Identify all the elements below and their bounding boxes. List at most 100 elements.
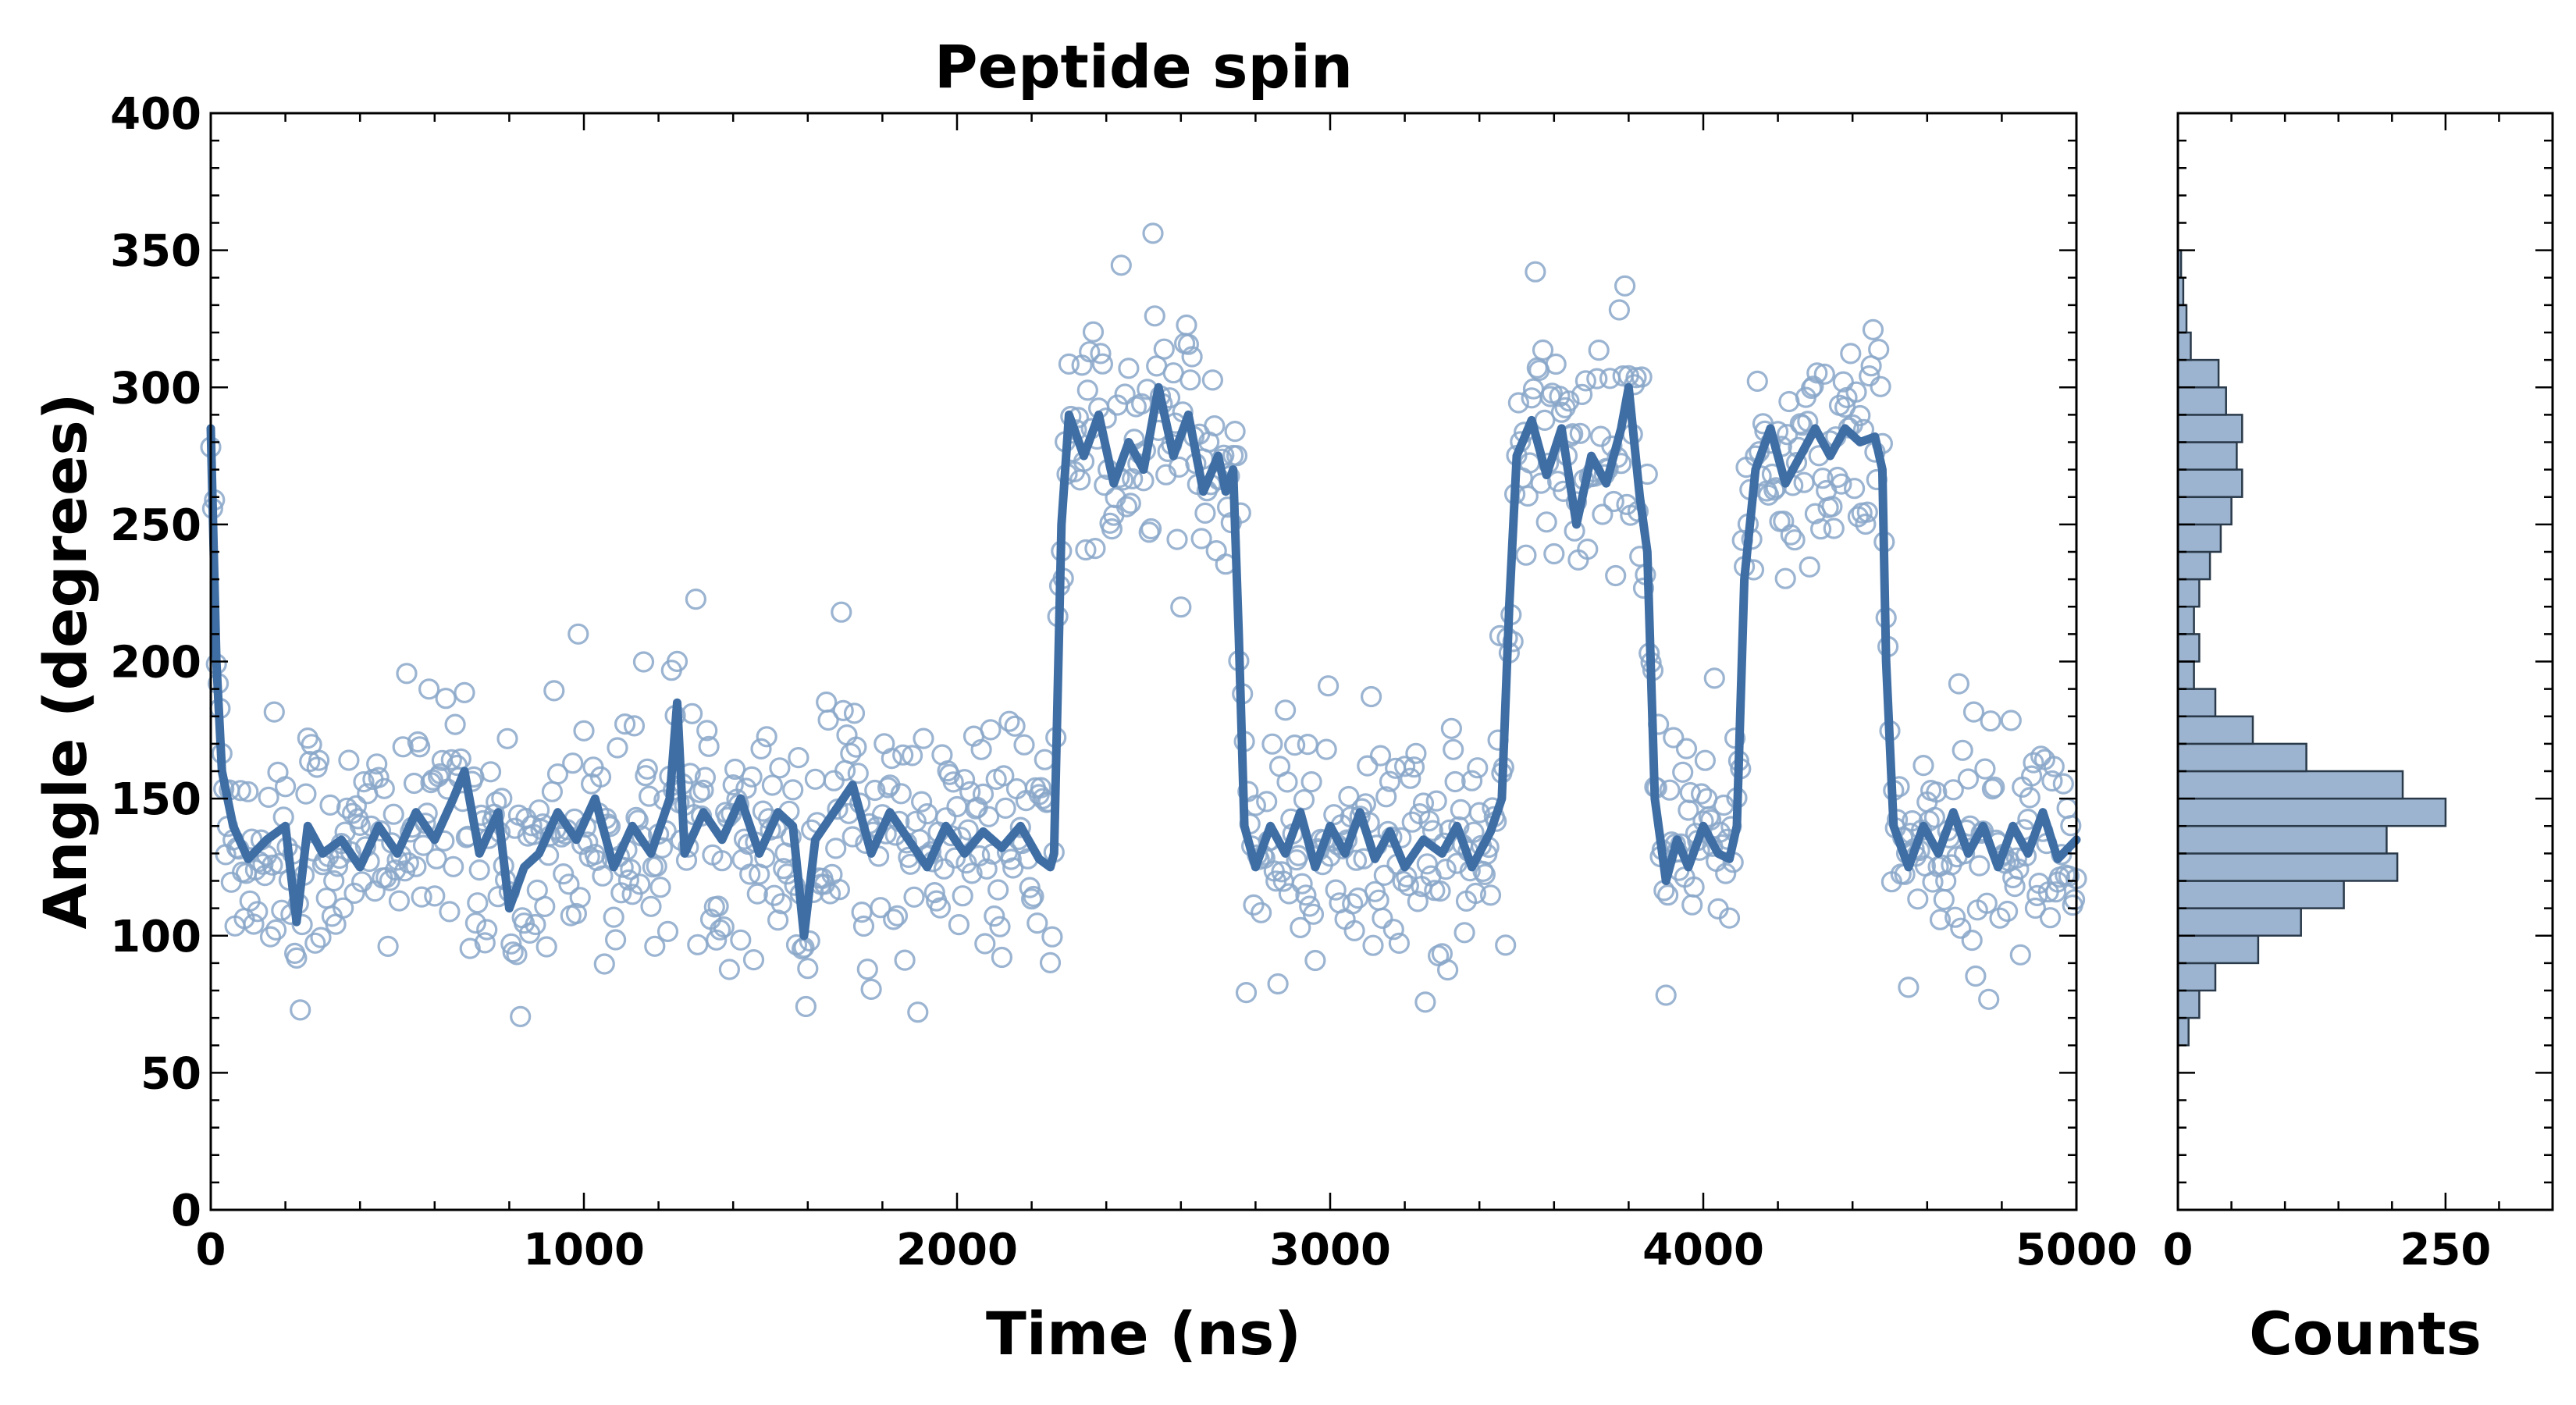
- scatter-point: [1278, 883, 1300, 905]
- histogram-bar: [2176, 715, 2254, 745]
- scatter-point: [229, 780, 251, 802]
- scatter-point: [1543, 542, 1565, 565]
- scatter-point: [2056, 797, 2078, 820]
- scatter-point: [1718, 907, 1741, 929]
- scatter-point: [1989, 907, 2011, 929]
- y-axis-label: Angle (degrees): [30, 393, 100, 929]
- scatter-point: [694, 767, 717, 788]
- scatter-point: [972, 783, 994, 806]
- scatter-point: [1574, 370, 1597, 392]
- scatter-point: [1130, 393, 1153, 415]
- scatter-point: [1375, 786, 1397, 808]
- scatter-point: [903, 886, 925, 908]
- scatter-point: [454, 681, 475, 704]
- scatter-point: [948, 913, 970, 936]
- scatter-point: [1205, 539, 1227, 562]
- scatter-point: [1250, 902, 1272, 923]
- histogram-bar: [2176, 633, 2201, 663]
- scatter-point: [1170, 596, 1192, 618]
- scatter-point: [1023, 885, 1044, 908]
- y-tick-label: 100: [110, 912, 201, 962]
- scatter-point: [741, 766, 763, 788]
- scatter-point: [722, 774, 744, 796]
- scatter-point: [1569, 422, 1591, 444]
- scatter-point: [1810, 518, 1832, 540]
- scatter-point: [1004, 715, 1026, 737]
- histogram-x-label: Counts: [2249, 1299, 2482, 1368]
- scatter-point: [2060, 815, 2082, 837]
- scatter-point: [1397, 874, 1420, 897]
- scatter-point: [2000, 710, 2022, 731]
- scatter-point: [1929, 909, 1952, 930]
- scatter-point: [756, 726, 777, 748]
- scatter-point: [333, 897, 354, 919]
- scatter-point: [1859, 365, 1880, 387]
- histogram-bar: [2176, 358, 2220, 389]
- scatter-point: [1980, 710, 2001, 732]
- scatter-point: [1416, 853, 1438, 875]
- scatter-point: [1464, 882, 1487, 905]
- histogram-frame: [2176, 112, 2554, 1211]
- scatter-point: [2019, 787, 2041, 809]
- scatter-point: [1435, 858, 1457, 880]
- scatter-point: [267, 761, 289, 784]
- scatter-point: [308, 749, 330, 771]
- x-tick-label: 1000: [523, 1225, 645, 1275]
- scatter-point: [1440, 717, 1463, 739]
- scatter-point: [1075, 539, 1097, 561]
- scatter-point: [761, 774, 784, 796]
- scatter-point: [340, 841, 361, 863]
- scatter-point: [2023, 752, 2044, 774]
- chart-title: Peptide spin: [934, 32, 1353, 101]
- scatter-point: [543, 680, 565, 702]
- x-tick-label: 3000: [1269, 1225, 1391, 1275]
- scatter-point: [1981, 778, 2003, 800]
- scatter-point: [1840, 343, 1862, 365]
- scatter-point: [1797, 411, 1819, 432]
- scatter-point: [804, 768, 827, 790]
- scatter-point: [1261, 733, 1283, 755]
- scatter-point: [468, 859, 490, 881]
- histogram-bar: [2176, 331, 2192, 361]
- scatter-point: [589, 766, 612, 788]
- scatter-point: [739, 863, 761, 885]
- scatter-point: [1283, 734, 1306, 756]
- scatter-point: [345, 795, 367, 817]
- scatter-point: [646, 855, 667, 877]
- scatter-point: [877, 777, 899, 799]
- scatter-point: [604, 929, 627, 951]
- scatter-point: [1912, 754, 1934, 777]
- scatter-point: [944, 847, 966, 869]
- scatter-point: [1614, 275, 1636, 297]
- scatter-point: [923, 881, 945, 904]
- scatter-point: [841, 826, 863, 848]
- scatter-point: [1657, 884, 1679, 906]
- scatter-point: [698, 735, 720, 757]
- scatter-point: [1605, 564, 1627, 587]
- scatter-point: [592, 865, 614, 887]
- scatter-point: [1382, 919, 1404, 941]
- scatter-point: [418, 678, 440, 700]
- scatter-point: [310, 927, 332, 948]
- y-tick-label: 0: [171, 1186, 201, 1236]
- scatter-point: [2045, 881, 2067, 903]
- histogram-bar: [2176, 550, 2211, 581]
- scatter-point: [1856, 501, 1878, 523]
- scatter-point: [825, 838, 847, 859]
- scatter-point: [1530, 472, 1552, 494]
- histogram-ticks: 0 250: [2163, 113, 2553, 1275]
- scatter-point: [1974, 758, 1996, 780]
- scatter-point: [1802, 375, 1824, 397]
- scatter-point: [707, 895, 729, 917]
- scatter-point: [1177, 333, 1200, 355]
- histogram-bar: [2176, 989, 2201, 1019]
- scatter-point: [1588, 340, 1610, 361]
- scatter-point: [989, 916, 1011, 937]
- histogram-bar: [2176, 742, 2307, 773]
- scatter-point: [1181, 346, 1203, 368]
- scatter-point: [385, 859, 407, 881]
- scatter-point: [1590, 425, 1612, 447]
- scatter-point: [304, 932, 326, 954]
- scatter-point: [1407, 891, 1429, 912]
